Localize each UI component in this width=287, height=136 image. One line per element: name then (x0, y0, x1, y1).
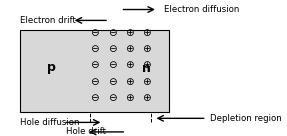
Bar (20, 30, 169, 112)
Text: ⊖: ⊖ (108, 60, 116, 70)
Text: n: n (142, 61, 151, 75)
Text: ⊕: ⊕ (142, 28, 151, 38)
Text: Electron drift: Electron drift (20, 16, 76, 25)
Text: ⊕: ⊕ (142, 77, 151, 87)
Text: Electron diffusion: Electron diffusion (164, 5, 239, 14)
Text: ⊖: ⊖ (108, 44, 116, 54)
Text: ⊕: ⊕ (142, 60, 151, 70)
Text: Hole drift: Hole drift (66, 127, 106, 136)
Text: ⊖: ⊖ (90, 44, 99, 54)
Text: Hole diffusion: Hole diffusion (20, 118, 79, 127)
Text: ⊖: ⊖ (108, 28, 116, 38)
Text: ⊖: ⊖ (108, 77, 116, 87)
Text: ⊕: ⊕ (125, 28, 133, 38)
Text: ⊖: ⊖ (90, 93, 99, 103)
Text: Depletion region: Depletion region (210, 114, 281, 123)
Text: ⊕: ⊕ (142, 44, 151, 54)
Text: ⊖: ⊖ (90, 77, 99, 87)
Text: ⊕: ⊕ (125, 60, 133, 70)
Text: ⊕: ⊕ (142, 93, 151, 103)
Text: ⊖: ⊖ (90, 60, 99, 70)
Text: ⊕: ⊕ (125, 44, 133, 54)
Text: p: p (47, 61, 56, 75)
Text: ⊕: ⊕ (125, 77, 133, 87)
Text: ⊖: ⊖ (90, 28, 99, 38)
Text: ⊕: ⊕ (125, 93, 133, 103)
Text: ⊖: ⊖ (108, 93, 116, 103)
